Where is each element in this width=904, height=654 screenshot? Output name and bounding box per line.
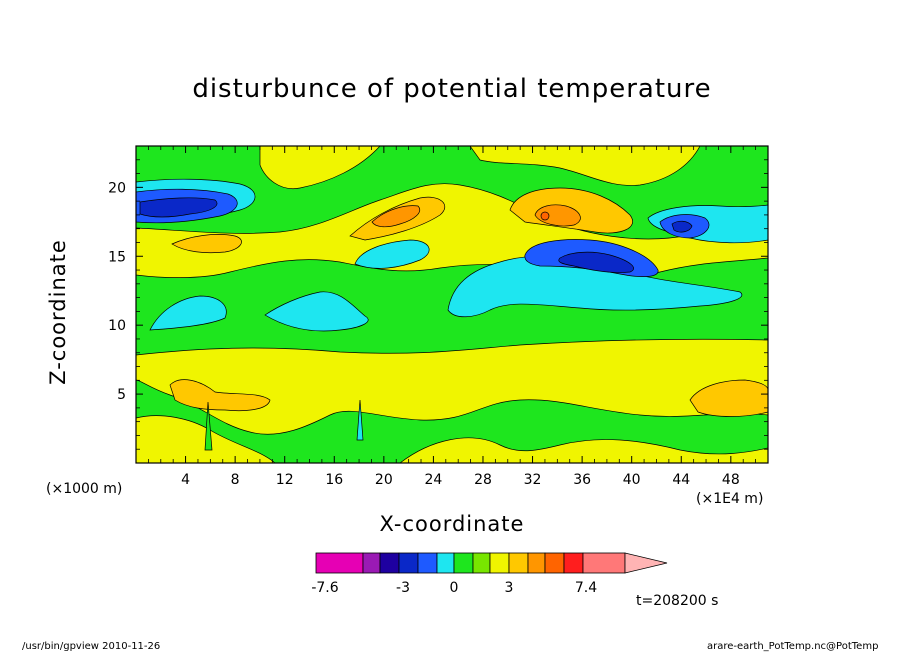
field-region-spike-2 xyxy=(204,401,213,451)
footer-right: arare-earth_PotTemp.nc@PotTemp xyxy=(707,641,879,652)
field-region-cyan-2 xyxy=(264,291,369,332)
colorbar-segment xyxy=(398,552,419,574)
y-ticks: 5 10 15 20 xyxy=(108,159,768,450)
field-region-orange-5 xyxy=(689,379,768,417)
field-region-orange-3 xyxy=(171,234,242,254)
field-region-yellow-top xyxy=(259,146,381,190)
field-region-yellow-top2 xyxy=(469,146,701,186)
colorbar-label: 7.4 xyxy=(575,580,597,596)
x-tick-label: 32 xyxy=(524,472,542,488)
x-tick-label: 28 xyxy=(474,472,492,488)
x-tick-label: 16 xyxy=(325,472,343,488)
field-region-blue-1b xyxy=(558,251,634,273)
colorbar-segment xyxy=(563,552,584,574)
x-tick-label: 4 xyxy=(181,472,190,488)
y-tick-label: 20 xyxy=(108,180,126,196)
colorbar-segment xyxy=(508,552,529,574)
colorbar-segment xyxy=(417,552,438,574)
x-tick-label: 12 xyxy=(276,472,294,488)
colorbar-segment xyxy=(315,552,364,574)
footer-left: /usr/bin/gpview 2010-11-26 xyxy=(22,641,161,652)
field-region-blue-3b xyxy=(671,220,693,233)
colorbar-segment xyxy=(582,552,626,574)
colorbar-segment xyxy=(436,552,455,574)
y-tick-label: 15 xyxy=(108,249,126,265)
colorbar-segment xyxy=(453,552,474,574)
chart-title: disturbunce of potential temperature xyxy=(192,74,712,104)
x-ticks: 4 8 12 16 20 24 28 32 36 40 44 48 xyxy=(147,146,757,488)
colorbar-label: -3 xyxy=(396,580,410,596)
colorbar-label: 3 xyxy=(505,580,514,596)
colorbar-extend-arrow xyxy=(624,552,668,574)
x-tick-label: 48 xyxy=(722,472,740,488)
x-tick-label: 40 xyxy=(623,472,641,488)
field-region-red-1 xyxy=(540,211,550,221)
x-tick-label: 20 xyxy=(375,472,393,488)
colorbar-segment xyxy=(379,552,400,574)
y-tick-label: 5 xyxy=(117,387,126,403)
x-axis-label: X-coordinate xyxy=(379,512,525,536)
colorbar-segment xyxy=(472,552,491,574)
colorbar-segment xyxy=(527,552,546,574)
x-tick-label: 24 xyxy=(424,472,442,488)
field-region-blue-2b xyxy=(139,197,218,218)
colorbar-label: -7.6 xyxy=(311,580,338,596)
y-tick-label: 10 xyxy=(108,318,126,334)
colorbar-segment xyxy=(362,552,381,574)
colorbar-segment xyxy=(544,552,565,574)
x-tick-label: 8 xyxy=(231,472,240,488)
field-region-yellow-bottom2 xyxy=(399,437,768,463)
field-region-yellow-lower xyxy=(136,338,768,435)
field-region-orange-1b xyxy=(371,205,421,228)
field-region-cyan-1 xyxy=(447,255,743,318)
field-region-spike-1 xyxy=(356,399,364,441)
colorbar-label: 0 xyxy=(450,580,459,596)
field-region-cyan-4 xyxy=(354,239,430,269)
field-region-orange-4 xyxy=(169,379,271,412)
time-label: t=208200 s xyxy=(636,593,719,609)
field-layer xyxy=(136,146,768,463)
x-unit-left: (×1000 m) xyxy=(46,481,123,497)
x-tick-label: 36 xyxy=(573,472,591,488)
colorbar-segment xyxy=(489,552,510,574)
colorbar: -7.6 -3 0 3 7.4 xyxy=(311,552,668,596)
x-unit-right: (×1E4 m) xyxy=(696,491,764,507)
plot-frame xyxy=(135,145,769,464)
x-tick-label: 44 xyxy=(672,472,690,488)
field-region-orange-2b xyxy=(534,204,581,227)
field-region-cyan-3 xyxy=(149,295,227,331)
